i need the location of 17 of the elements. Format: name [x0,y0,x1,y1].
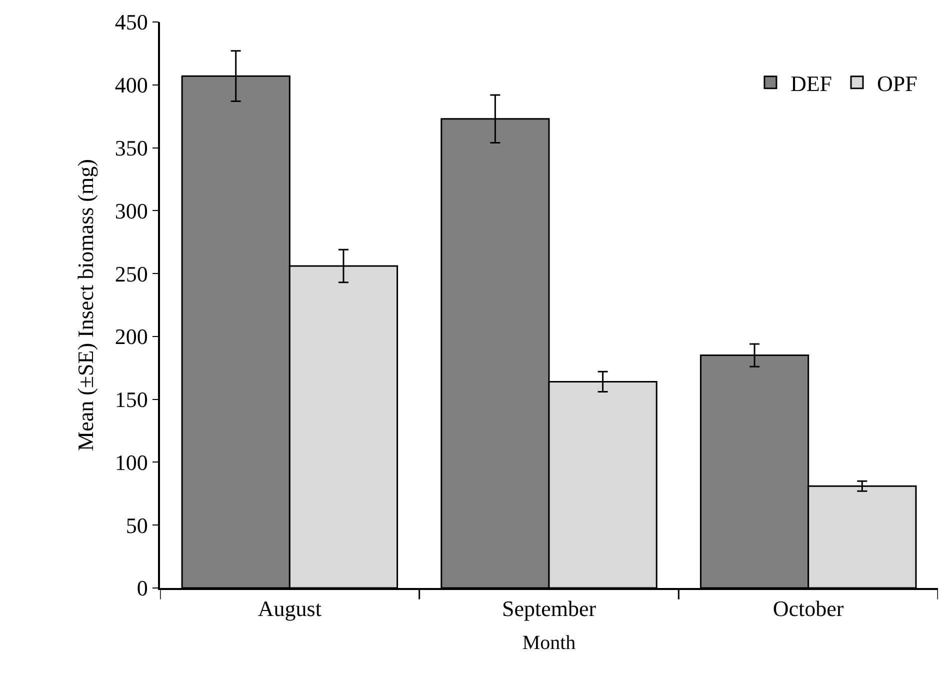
y-tick-label: 450 [114,10,148,35]
y-tick-label: 350 [114,135,148,160]
y-tick-label: 100 [114,450,148,475]
legend-label: OPF [877,71,918,96]
y-axis-title: Mean (±SE) Insect biomass (mg) [73,159,98,451]
x-tick-label: October [772,596,844,622]
y-tick-label: 400 [114,72,148,98]
x-axis-title: Month [522,632,576,654]
y-tick-label: 200 [114,324,148,350]
x-tick-label: August [258,596,322,622]
y-tick-label: 300 [114,198,148,224]
y-tick-label: 50 [126,512,148,538]
legend-label: DEF [790,71,832,96]
y-tick-label: 150 [114,387,148,412]
y-tick-label: 0 [136,576,148,601]
x-tick-label: September [502,596,597,622]
y-tick-label: 250 [114,261,148,286]
